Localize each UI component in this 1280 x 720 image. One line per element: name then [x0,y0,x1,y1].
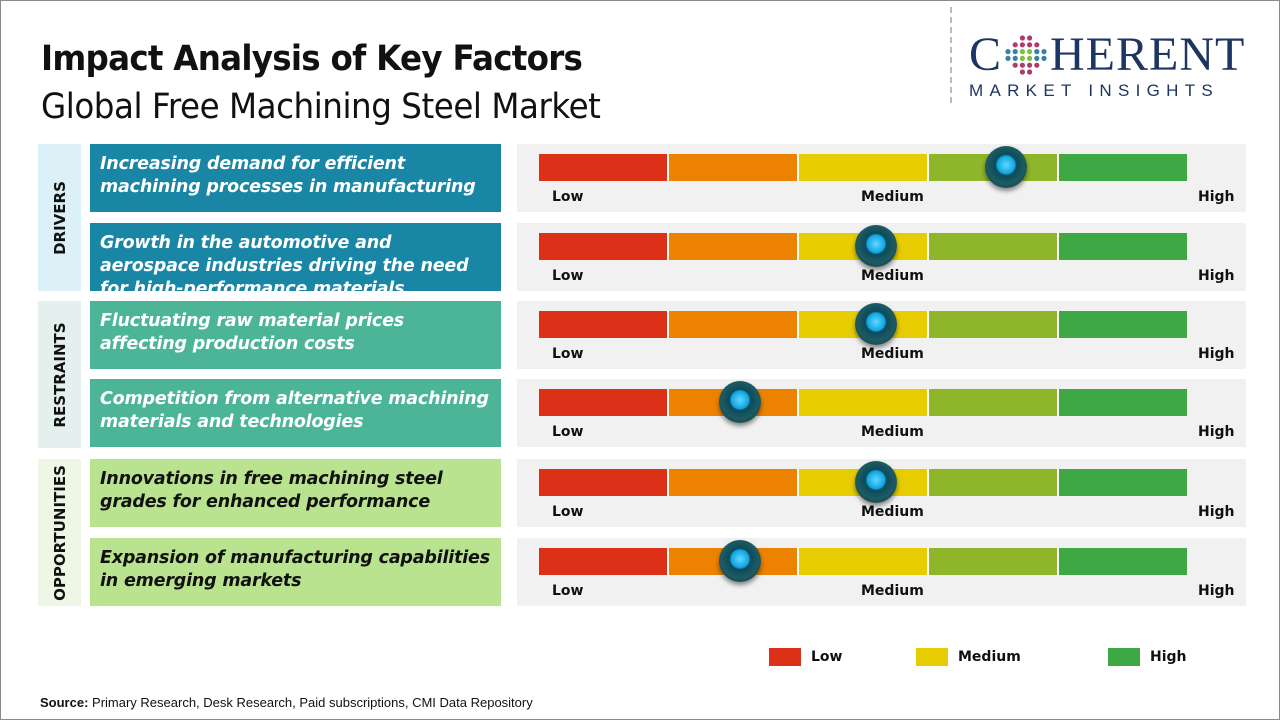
scale-label-high: High [1198,583,1235,599]
impact-gauge: Low Medium High [517,379,1246,447]
impact-gauge: Low Medium High [517,301,1246,369]
scale-label-medium: Medium [861,268,924,284]
company-logo: C HERENT MARKET INSIGHTS [969,28,1246,101]
gauge-segment [539,548,669,575]
factor-text: Growth in the automotive and aerospace i… [90,223,501,291]
scale-label-high: High [1198,346,1235,362]
legend-label: High [1150,649,1187,665]
scale-label-low: Low [552,583,584,599]
gauge-segment [1059,233,1187,260]
page-title: Impact Analysis of Key Factors [41,39,583,79]
impact-indicator-knob [718,540,761,582]
scale-label-medium: Medium [861,424,924,440]
impact-indicator-knob [854,225,897,267]
gauge-segment [799,154,929,181]
legend-label: Medium [958,649,1021,665]
scale-label-medium: Medium [861,189,924,205]
gauge-segment [539,389,669,416]
impact-gauge: Low Medium High [517,459,1246,527]
impact-gauge: Low Medium High [517,223,1246,291]
gauge-segment [799,548,929,575]
gauge-segment [1059,311,1187,338]
gauge-bar [539,389,1187,416]
scale-label-medium: Medium [861,346,924,362]
scale-label-medium: Medium [861,504,924,520]
legend-item: Low [769,648,842,666]
gauge-segment [669,311,799,338]
category-opportunities: OPPORTUNITIES [38,459,81,606]
gauge-segment [929,469,1059,496]
scale-label-high: High [1198,189,1235,205]
scale-label-low: Low [552,189,584,205]
legend-item: Medium [916,648,1021,666]
legend-item: High [1108,648,1187,666]
scale-label-low: Low [552,268,584,284]
scale-label-low: Low [552,346,584,362]
factor-text: Fluctuating raw material prices affectin… [90,301,501,369]
globe-icon [1005,35,1047,75]
category-label: RESTRAINTS [50,321,69,428]
gauge-bar [539,311,1187,338]
gauge-bar [539,154,1187,181]
factor-text: Increasing demand for efficient machinin… [90,144,501,212]
gauge-segment [539,311,669,338]
legend-label: Low [811,649,843,665]
scale-label-high: High [1198,504,1235,520]
source-note: Source: Primary Research, Desk Research,… [40,695,533,710]
impact-gauge: Low Medium High [517,538,1246,606]
factor-text: Competition from alternative machining m… [90,379,501,447]
gauge-segment [799,389,929,416]
gauge-segment [929,548,1059,575]
gauge-segment [669,154,799,181]
gauge-segment [1059,469,1187,496]
gauge-segment [1059,389,1187,416]
gauge-segment [539,154,669,181]
legend-swatch [769,648,801,666]
gauge-segment [669,469,799,496]
gauge-segment [1059,154,1187,181]
divider [950,7,952,103]
scale-label-medium: Medium [861,583,924,599]
gauge-segment [669,233,799,260]
impact-indicator-knob [854,461,897,503]
factor-text: Innovations in free machining steel grad… [90,459,501,527]
gauge-segment [929,389,1059,416]
factor-text: Expansion of manufacturing capabilities … [90,538,501,606]
gauge-segment [929,311,1059,338]
gauge-segment [539,469,669,496]
category-restraints: RESTRAINTS [38,301,81,448]
scale-label-low: Low [552,504,584,520]
gauge-segment [1059,548,1187,575]
category-drivers: DRIVERS [38,144,81,291]
impact-gauge: Low Medium High [517,144,1246,212]
impact-indicator-knob [984,146,1027,188]
category-label: OPPORTUNITIES [50,464,69,601]
impact-indicator-knob [854,303,897,345]
scale-label-high: High [1198,424,1235,440]
gauge-bar [539,548,1187,575]
gauge-segment [539,233,669,260]
category-label: DRIVERS [50,180,69,255]
impact-indicator-knob [718,381,761,423]
scale-label-high: High [1198,268,1235,284]
scale-label-low: Low [552,424,584,440]
gauge-segment [929,233,1059,260]
legend-swatch [1108,648,1140,666]
legend-swatch [916,648,948,666]
page-subtitle: Global Free Machining Steel Market [41,87,601,127]
